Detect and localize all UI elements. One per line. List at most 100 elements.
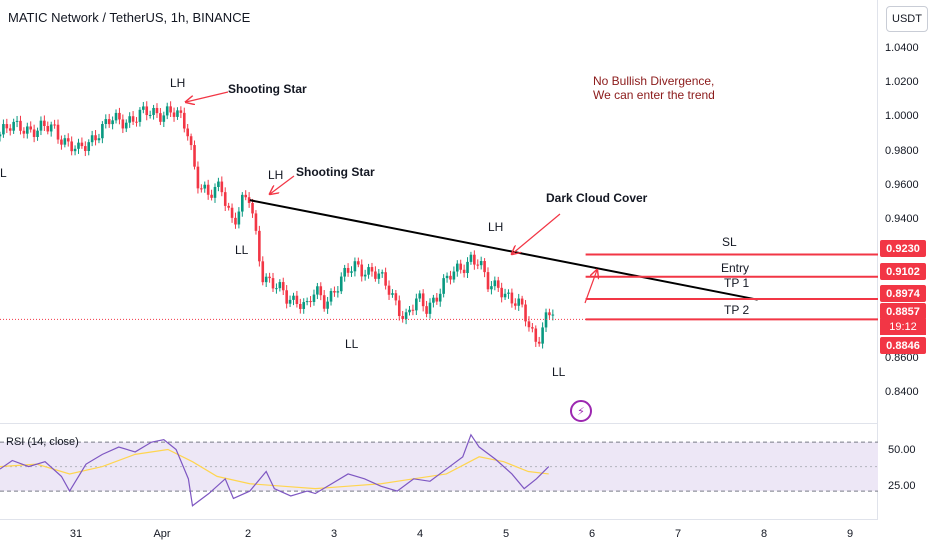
annotation-note: No Bullish Divergence, We can enter the … [593, 74, 715, 102]
level-label-tp1: TP 1 [724, 276, 750, 290]
candle-up [415, 298, 418, 311]
candle-up [77, 142, 80, 149]
candle-down [94, 135, 97, 141]
level-label-entry: Entry [721, 261, 750, 275]
candle-down [360, 264, 364, 277]
candle-up [278, 282, 282, 289]
price-tick: 0.9800 [885, 145, 919, 157]
candle-up [517, 298, 521, 306]
candle-down [5, 124, 9, 129]
candle-down [548, 312, 551, 316]
candle-down [118, 112, 121, 120]
candle-down [230, 207, 234, 218]
candle-down [210, 194, 213, 198]
candle-up [264, 276, 268, 283]
candle-up [479, 261, 483, 266]
candle-up [162, 115, 166, 122]
candle-up [97, 138, 101, 141]
candle-up [316, 286, 319, 295]
time-tick: 6 [588, 528, 596, 540]
price-badge-tp1: 0.8974 [880, 285, 926, 302]
price-tick: 1.0400 [885, 42, 919, 54]
candle-down [496, 280, 500, 288]
candle-down [251, 202, 254, 214]
candle-down [46, 126, 50, 132]
price-tick: 0.8600 [885, 352, 919, 364]
annotation-shooting-star: Shooting Star [228, 82, 307, 96]
candle-down [186, 128, 189, 137]
candle-down [295, 295, 299, 305]
time-tick: 9 [846, 528, 854, 540]
candle-down [486, 272, 490, 290]
candle-up [343, 267, 346, 277]
annotation-lh: LH [170, 76, 186, 90]
candle-down [473, 254, 476, 265]
candle-down [234, 217, 237, 225]
candle-up [428, 302, 432, 314]
candle-up [165, 106, 169, 116]
candle-up [380, 272, 384, 274]
candle-down [247, 197, 251, 203]
candle-up [275, 288, 278, 290]
candle-up [432, 297, 435, 303]
candle-down [527, 321, 531, 328]
candle-down [179, 110, 183, 113]
candle-up [326, 301, 329, 309]
candle-down [254, 213, 258, 231]
annotation-l: L [0, 166, 7, 180]
candle-up [490, 286, 493, 290]
candle-up [544, 312, 548, 328]
time-tick: 3 [330, 528, 338, 540]
lightning-icon[interactable]: ⚡ [570, 400, 592, 422]
candle-up [63, 138, 67, 145]
candle-up [493, 280, 497, 287]
candle-down [169, 106, 172, 113]
candle-up [142, 106, 145, 110]
candle-up [469, 254, 473, 262]
candle-down [66, 138, 70, 142]
candle-down [29, 126, 33, 130]
time-tick: 7 [674, 528, 682, 540]
candle-down [299, 304, 302, 309]
candle-up [438, 293, 442, 302]
candle-up [312, 294, 316, 302]
candle-down [261, 261, 265, 283]
candle-down [309, 301, 312, 303]
candle-down [182, 112, 186, 129]
candle-down [200, 188, 203, 190]
candle-down [80, 142, 84, 147]
candle-down [322, 295, 326, 309]
candles [0, 101, 555, 349]
candle-down [425, 306, 428, 314]
candle-up [111, 120, 114, 125]
candle-up [128, 116, 131, 123]
candle-down [32, 129, 36, 137]
candle-up [240, 194, 244, 212]
candle-down [346, 267, 350, 273]
candle-up [452, 271, 456, 280]
candle-up [408, 309, 411, 313]
candle-up [203, 184, 207, 189]
candle-up [541, 327, 544, 344]
annotation-arrow [512, 213, 561, 254]
candle-down [206, 184, 210, 195]
candle-up [442, 278, 445, 294]
candle-up [152, 107, 155, 115]
candle-up [87, 142, 91, 152]
candle-up [302, 302, 306, 309]
price-badge-sl: 0.9230 [880, 240, 926, 257]
price-badge-current: 0.8857 [880, 303, 926, 320]
candle-down [258, 230, 261, 262]
candle-down [53, 124, 56, 126]
candle-up [339, 276, 343, 292]
annotation-arrow [584, 270, 597, 304]
candle-down [60, 139, 63, 145]
chart-title: MATIC Network / TetherUS, 1h, BINANCE [8, 10, 251, 25]
candle-up [213, 186, 217, 198]
candle-down [281, 282, 285, 291]
candle-down [107, 119, 111, 125]
candle-down [121, 119, 125, 129]
currency-button[interactable]: USDT [886, 6, 928, 32]
candle-down [435, 297, 439, 302]
